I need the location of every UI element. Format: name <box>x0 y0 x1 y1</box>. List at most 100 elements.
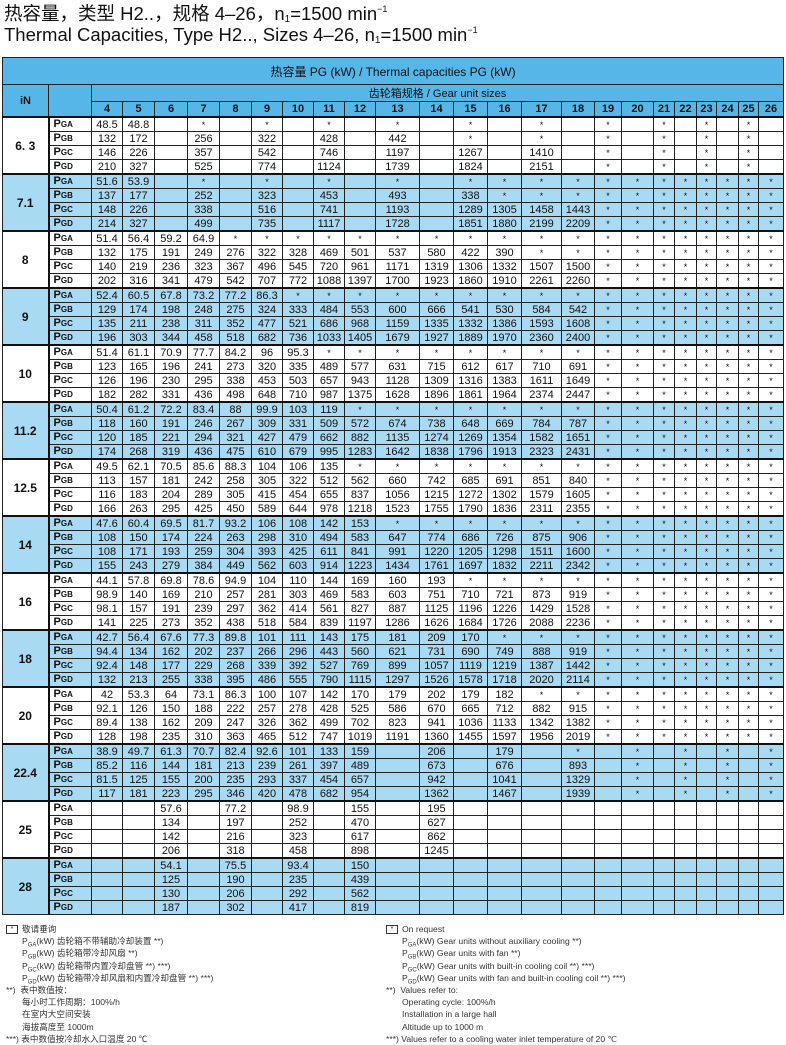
value-cell <box>419 116 454 132</box>
power-label-sub: GC <box>60 319 73 328</box>
on-request-cell: * <box>621 601 654 616</box>
value-cell: 229 <box>187 658 220 673</box>
on-request-cell: * <box>621 287 654 303</box>
value-cell: 83.4 <box>187 401 220 417</box>
value-cell: 987 <box>313 387 345 403</box>
on-request-cell: * <box>738 116 759 132</box>
value-cell: 525 <box>344 701 376 716</box>
value-cell: 198 <box>154 302 188 317</box>
value-cell <box>594 872 622 887</box>
on-request-cell: * <box>738 615 759 631</box>
value-cell: 62.1 <box>122 458 155 474</box>
on-request-cell: * <box>757 501 785 517</box>
value-cell <box>561 131 595 146</box>
table-row: PGC 98.1 157 191 239 297 362 414 561 827 887 1125 11… <box>3 601 785 616</box>
ratio-cell: 14 <box>2 515 50 574</box>
on-request-cell: * <box>621 473 654 488</box>
value-cell <box>621 829 654 844</box>
value-cell: 321 <box>219 430 252 445</box>
value-cell: 125 <box>122 772 155 787</box>
on-request-cell: * <box>757 487 785 502</box>
on-request-cell: * <box>738 302 759 317</box>
on-request-cell: * <box>487 458 522 474</box>
value-cell: 710 <box>282 387 314 403</box>
value-cell <box>738 772 759 787</box>
value-cell: 333 <box>282 302 314 317</box>
on-request-cell: * <box>674 501 697 517</box>
value-cell <box>375 843 420 859</box>
value-cell: 560 <box>344 644 376 659</box>
value-cell: 257 <box>219 587 252 602</box>
value-cell: 710 <box>453 587 488 602</box>
value-cell: 140 <box>91 259 123 274</box>
power-label-sub: GD <box>60 276 73 285</box>
on-request-cell: * <box>653 530 675 545</box>
on-request-cell: * <box>716 444 739 460</box>
value-cell: 61.1 <box>122 344 155 360</box>
value-cell: 427 <box>251 430 283 445</box>
on-request-cell: * <box>653 715 675 730</box>
on-request-cell: * <box>757 715 785 730</box>
on-request-cell: * <box>594 729 622 745</box>
on-request-cell: * <box>696 359 717 374</box>
value-cell: 1223 <box>344 558 376 574</box>
value-cell: 165 <box>122 359 155 374</box>
value-cell: 88.3 <box>219 458 252 474</box>
on-request-cell: * <box>653 316 675 331</box>
on-request-cell: * <box>716 487 739 502</box>
on-request-cell: * <box>696 131 717 146</box>
value-cell: 331 <box>282 416 314 431</box>
value-cell <box>757 145 785 160</box>
on-request-cell: * <box>594 458 622 474</box>
on-request-cell: * <box>757 316 785 331</box>
value-cell: 256 <box>187 131 220 146</box>
value-cell: 887 <box>375 601 420 616</box>
value-cell: 1033 <box>313 330 345 346</box>
value-cell: 914 <box>313 558 345 574</box>
value-cell <box>453 900 488 915</box>
on-request-cell: * <box>716 729 739 745</box>
value-cell <box>154 188 188 203</box>
value-cell <box>453 843 488 859</box>
power-label-sub: GB <box>60 248 73 257</box>
on-request-cell: * <box>621 615 654 631</box>
on-request-cell: * <box>716 473 739 488</box>
on-request-cell: * <box>716 587 739 602</box>
value-cell: 2199 <box>521 216 562 232</box>
value-cell: 453 <box>251 373 283 388</box>
value-cell: 1316 <box>453 373 488 388</box>
value-cell: 720 <box>313 259 345 274</box>
on-request-cell: * <box>757 544 785 559</box>
power-label: PGD <box>48 615 92 631</box>
value-cell: 1605 <box>561 487 595 502</box>
value-cell <box>282 173 314 189</box>
value-cell: 1923 <box>419 273 454 289</box>
on-request-cell: * <box>653 401 675 417</box>
value-cell <box>487 857 522 873</box>
power-label-sub: GB <box>60 704 73 713</box>
on-request-cell: * <box>487 572 522 588</box>
table-row: PGD 182 282 331 436 498 648 710 987 1375 1628 1896 1… <box>3 387 785 403</box>
value-cell: 196 <box>154 359 188 374</box>
value-cell: 1375 <box>344 387 376 403</box>
value-cell: 252 <box>187 188 220 203</box>
on-request-cell: * <box>594 430 622 445</box>
value-cell: 1289 <box>453 202 488 217</box>
power-label: PGC <box>48 544 92 559</box>
on-request-cell: * <box>487 344 522 360</box>
value-cell <box>738 758 759 773</box>
value-cell <box>375 786 420 802</box>
value-cell <box>313 815 345 830</box>
value-cell: 92.6 <box>251 743 283 759</box>
power-label: PGD <box>48 672 92 688</box>
on-request-cell: * <box>696 202 717 217</box>
on-request-cell: * <box>653 273 675 289</box>
value-cell <box>521 857 562 873</box>
value-cell: 70.9 <box>154 344 188 360</box>
value-cell: 1335 <box>419 316 454 331</box>
value-cell: 294 <box>187 430 220 445</box>
value-cell: 686 <box>453 530 488 545</box>
on-request-cell: * <box>375 173 420 189</box>
value-cell: 1684 <box>453 615 488 631</box>
value-cell: 206 <box>419 743 454 759</box>
